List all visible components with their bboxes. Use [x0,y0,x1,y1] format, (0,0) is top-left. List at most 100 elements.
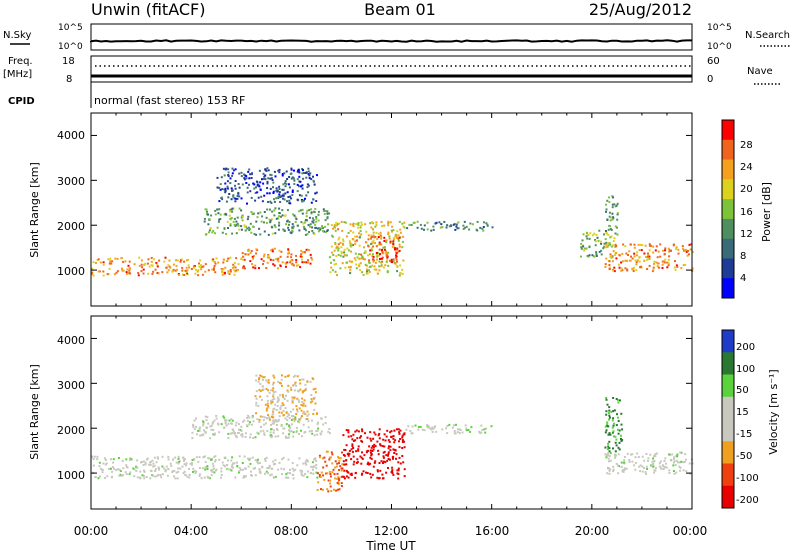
cell [298,229,301,232]
cell [586,237,589,240]
cell [235,232,238,235]
cell [312,413,315,415]
cell [615,438,618,441]
cell [238,228,241,231]
cell [365,241,368,244]
cell [262,263,264,265]
cell [163,467,166,470]
cell [273,264,276,267]
cell [354,439,357,442]
cell [620,269,623,272]
cell [218,208,221,211]
cell [231,172,234,175]
cell [380,265,383,268]
cell [313,408,316,411]
cell [237,192,240,195]
cell [603,245,606,248]
cell [183,260,186,263]
cell [259,233,262,236]
cell [399,264,402,267]
cell [247,253,250,256]
cell [267,254,270,256]
cell [188,467,190,470]
cell [286,220,288,223]
cell [401,441,404,443]
cell [322,208,325,211]
cell [399,231,402,234]
cell [454,228,457,231]
cell [249,433,252,436]
cell [618,441,621,444]
cell [377,232,380,235]
cell [214,213,217,216]
cell [462,224,465,227]
cell [371,253,374,256]
cell [284,262,287,265]
cell [610,410,613,413]
cell [392,244,395,247]
cell [231,462,234,465]
cell [331,462,334,465]
cell [359,226,362,229]
cell [327,479,330,482]
cell [398,274,401,277]
cell [421,428,424,431]
region-velocity-13 [341,428,406,480]
cell [612,430,615,433]
cell [334,243,337,246]
cell [480,424,483,427]
cell [234,270,237,273]
cell [311,217,314,220]
cell [274,459,277,462]
cell [267,389,270,392]
cell [309,172,312,175]
cell [208,229,211,232]
cell [115,271,118,274]
cell [355,450,358,453]
cell [616,218,619,221]
cell [276,429,279,431]
cell [127,264,130,267]
cell [401,222,404,225]
cell [224,266,227,269]
cell [181,273,184,276]
cell [238,470,241,473]
cell [401,455,404,457]
cell [118,468,121,471]
cell [243,475,246,477]
cell [349,266,352,269]
cell [313,465,316,468]
cell [641,470,644,473]
cell [214,432,216,435]
cell [277,435,280,438]
cell [320,471,323,474]
cell [310,178,313,181]
cell [398,456,401,459]
cell [608,432,611,435]
cell [481,227,484,230]
cell [301,390,304,393]
cell [168,259,171,262]
cell [453,430,456,432]
cell [245,182,248,184]
cell [313,211,316,214]
cell [300,409,303,412]
cell [263,230,266,233]
cell [611,426,614,429]
cell [347,435,350,438]
cell [398,243,401,246]
cell [249,222,252,225]
cell [240,468,242,471]
cell [216,422,219,425]
cell [668,255,671,258]
cell [354,235,357,238]
cell [387,447,390,450]
cell [608,447,611,450]
cell [306,183,309,186]
cell [315,200,318,202]
cell [391,466,394,469]
cell [273,200,276,203]
cell [109,257,112,260]
cell [309,225,311,228]
